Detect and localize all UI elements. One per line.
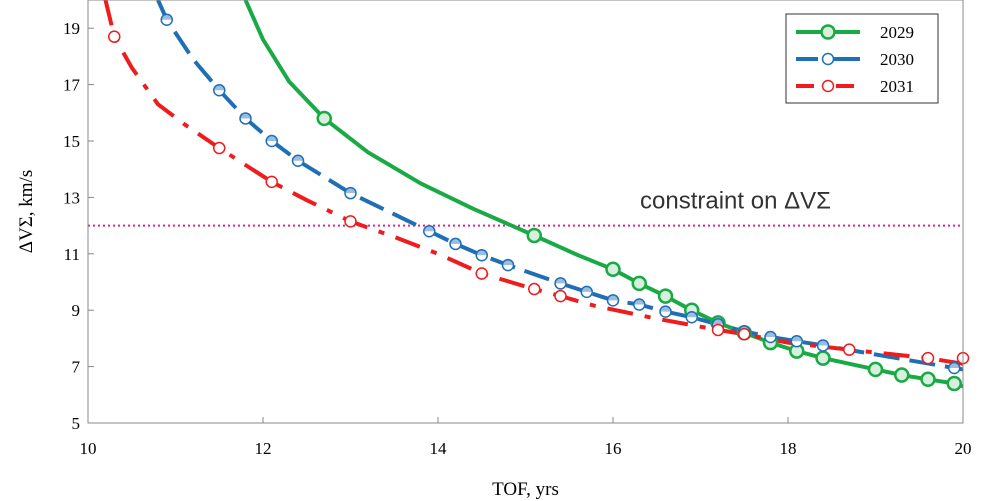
- data-point-2031: [265, 175, 278, 189]
- y-tick-label: 5: [72, 414, 81, 433]
- y-tick-label: 17: [63, 76, 81, 95]
- y-axis-ticks: 5 7 9 11 13 15 17 19: [63, 19, 94, 433]
- data-point-2030: [475, 248, 488, 262]
- x-tick-label: 18: [780, 439, 797, 458]
- x-tick-label: 14: [430, 439, 448, 458]
- data-point-2030: [291, 154, 305, 167]
- data-point-2029: [920, 371, 936, 388]
- x-tick-label: 20: [955, 439, 972, 458]
- data-point-2031: [921, 351, 935, 365]
- data-point-2029: [894, 367, 910, 383]
- legend-entry-2029: 2029: [796, 23, 914, 42]
- data-point-2031: [108, 30, 121, 43]
- legend-label: 2029: [880, 23, 914, 42]
- data-point-2029: [631, 275, 647, 292]
- data-point-2030: [213, 83, 226, 97]
- y-tick-label: 9: [72, 301, 81, 320]
- data-point-2030: [606, 294, 620, 307]
- data-point-2029: [867, 361, 884, 378]
- y-tick-label: 13: [63, 188, 80, 207]
- legend-entry-2031: 2031: [796, 77, 914, 96]
- legend-label: 2031: [880, 77, 914, 96]
- plot-frame: [87, 0, 964, 424]
- data-point-2030: [554, 277, 567, 290]
- data-point-2030: [265, 134, 278, 148]
- data-point-2031: [738, 327, 751, 341]
- data-point-2030: [239, 112, 252, 125]
- data-point-2030: [633, 298, 646, 311]
- x-tick-label: 16: [605, 439, 622, 458]
- y-tick-label: 11: [64, 245, 80, 264]
- data-point-2029: [316, 110, 332, 127]
- data-point-2031: [711, 323, 725, 337]
- x-axis-title: TOF, yrs: [492, 479, 559, 500]
- series-markers: [108, 13, 970, 392]
- data-point-2031: [344, 215, 357, 228]
- series-line-2031: [103, 0, 963, 366]
- data-point-2030: [764, 330, 777, 344]
- y-axis-title: ΔVΣ, km/s: [16, 170, 37, 253]
- data-point-2029: [946, 375, 962, 392]
- data-point-2029: [605, 261, 621, 278]
- legend: 2029 2030 2031: [785, 13, 939, 104]
- x-tick-label: 10: [80, 439, 97, 458]
- legend-entry-2030: 2030: [796, 50, 914, 69]
- data-point-2031: [213, 141, 226, 155]
- data-point-2030: [423, 224, 436, 238]
- y-tick-label: 15: [63, 132, 80, 151]
- axis-titles: TOF, yrs ΔVΣ, km/s: [16, 170, 559, 500]
- y-tick-label: 19: [63, 19, 80, 38]
- constraint-label: constraint on ΔVΣ: [640, 188, 831, 215]
- data-point-2030: [816, 339, 830, 352]
- x-tick-label: 12: [255, 439, 272, 458]
- data-point-2030: [344, 186, 357, 200]
- legend-label: 2030: [880, 50, 914, 69]
- data-point-2030: [449, 237, 462, 251]
- data-point-2031: [843, 343, 856, 356]
- data-point-2029: [657, 288, 674, 304]
- y-tick-label: 7: [72, 358, 81, 377]
- data-point-2030: [580, 285, 593, 299]
- data-point-2029: [526, 227, 542, 244]
- data-point-2030: [659, 305, 672, 318]
- data-point-2029: [815, 350, 831, 366]
- x-axis-ticks: 10 12 14 16 18 20: [80, 417, 972, 458]
- data-point-2031: [475, 267, 488, 280]
- data-point-2030: [685, 311, 698, 324]
- data-point-2030: [790, 334, 803, 348]
- data-point-2031: [528, 282, 541, 296]
- data-point-2030: [501, 258, 515, 272]
- data-point-2030: [160, 13, 173, 26]
- data-point-2031: [554, 289, 567, 303]
- constraint-line-group: constraint on ΔVΣ: [88, 188, 963, 227]
- data-point-2030: [948, 361, 961, 375]
